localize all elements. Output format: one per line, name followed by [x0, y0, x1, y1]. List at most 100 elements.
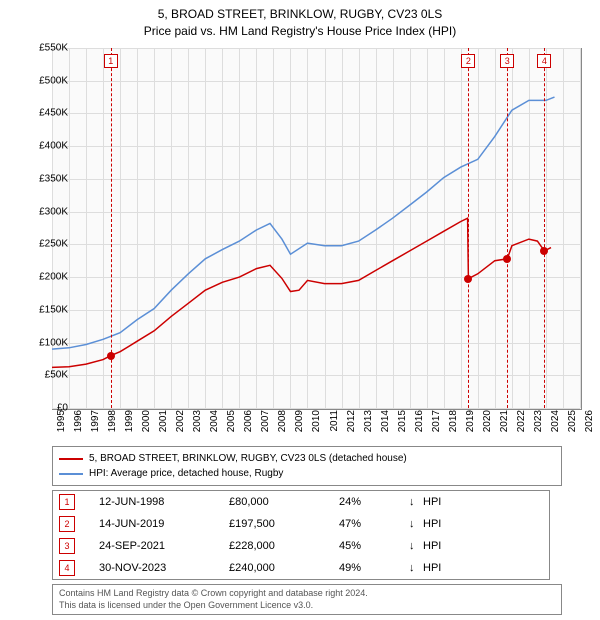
x-axis-label: 2025 — [567, 410, 578, 440]
sale-number-box: 4 — [59, 560, 75, 576]
x-axis-label: 2007 — [260, 410, 271, 440]
legend-swatch — [59, 473, 83, 475]
sale-price: £80,000 — [229, 496, 339, 508]
sale-pct: 49% — [339, 562, 409, 574]
sale-date: 24-SEP-2021 — [99, 540, 229, 552]
x-axis-label: 2020 — [482, 410, 493, 440]
footer-line-2: This data is licensed under the Open Gov… — [59, 600, 555, 612]
sale-dot — [503, 255, 511, 263]
y-axis-label: £550K — [20, 43, 68, 54]
x-axis-label: 2024 — [550, 410, 561, 440]
sale-hpi-tag: HPI — [423, 496, 543, 508]
gridline-horizontal — [52, 408, 580, 409]
sale-number-box: 1 — [59, 494, 75, 510]
sale-pct: 45% — [339, 540, 409, 552]
x-axis-label: 2013 — [363, 410, 374, 440]
sale-dot — [540, 247, 548, 255]
x-axis-label: 2014 — [380, 410, 391, 440]
x-axis-label: 2003 — [192, 410, 203, 440]
x-axis-label: 2022 — [516, 410, 527, 440]
legend-swatch — [59, 458, 83, 460]
sales-table-row: 2 14-JUN-2019£197,50047%↓HPI — [53, 513, 549, 535]
y-axis-label: £100K — [20, 337, 68, 348]
sale-number-box: 2 — [59, 516, 75, 532]
legend-label: HPI: Average price, detached house, Rugb… — [89, 466, 283, 481]
sale-date: 14-JUN-2019 — [99, 518, 229, 530]
x-axis-label: 2023 — [533, 410, 544, 440]
down-arrow-icon: ↓ — [409, 540, 423, 552]
x-axis-label: 2002 — [175, 410, 186, 440]
sale-hpi-tag: HPI — [423, 540, 543, 552]
x-axis-label: 1995 — [56, 410, 67, 440]
legend-item: 5, BROAD STREET, BRINKLOW, RUGBY, CV23 0… — [59, 451, 555, 466]
footer-attribution: Contains HM Land Registry data © Crown c… — [52, 584, 562, 615]
chart-container: 5, BROAD STREET, BRINKLOW, RUGBY, CV23 0… — [0, 0, 600, 620]
y-axis-label: £400K — [20, 141, 68, 152]
sale-date: 30-NOV-2023 — [99, 562, 229, 574]
x-axis-label: 2006 — [243, 410, 254, 440]
y-axis-label: £50K — [20, 370, 68, 381]
sale-marker-line — [507, 48, 508, 408]
sales-table-row: 430-NOV-2023£240,00049%↓HPI — [53, 557, 549, 579]
sales-table-row: 1 12-JUN-1998£80,00024%↓HPI — [53, 491, 549, 513]
sales-table-row: 3 24-SEP-2021£228,00045%↓HPI — [53, 535, 549, 557]
y-axis-label: £150K — [20, 304, 68, 315]
x-axis-label: 2000 — [141, 410, 152, 440]
sale-number-box: 3 — [59, 538, 75, 554]
legend-item: HPI: Average price, detached house, Rugb… — [59, 466, 555, 481]
y-axis-label: £500K — [20, 75, 68, 86]
footer-line-1: Contains HM Land Registry data © Crown c… — [59, 588, 555, 600]
x-axis-label: 2009 — [294, 410, 305, 440]
x-axis-label: 2015 — [397, 410, 408, 440]
y-axis-label: £300K — [20, 206, 68, 217]
down-arrow-icon: ↓ — [409, 518, 423, 530]
sale-marker-number: 2 — [461, 54, 475, 68]
x-axis-label: 2021 — [499, 410, 510, 440]
x-axis-label: 2004 — [209, 410, 220, 440]
sale-dot — [107, 352, 115, 360]
y-axis-label: £350K — [20, 173, 68, 184]
sale-price: £228,000 — [229, 540, 339, 552]
sale-pct: 24% — [339, 496, 409, 508]
x-axis-label: 1999 — [124, 410, 135, 440]
x-axis-label: 2019 — [465, 410, 476, 440]
chart-title-block: 5, BROAD STREET, BRINKLOW, RUGBY, CV23 0… — [0, 0, 600, 40]
sale-marker-line — [468, 48, 469, 408]
sale-hpi-tag: HPI — [423, 518, 543, 530]
sale-marker-line — [544, 48, 545, 408]
sale-marker-number: 3 — [500, 54, 514, 68]
x-axis-label: 2018 — [448, 410, 459, 440]
sale-marker-number: 4 — [537, 54, 551, 68]
title-line-2: Price paid vs. HM Land Registry's House … — [0, 23, 600, 40]
x-axis-label: 2026 — [584, 410, 595, 440]
x-axis-label: 1996 — [73, 410, 84, 440]
series-price_paid — [52, 218, 551, 367]
x-axis-label: 1997 — [90, 410, 101, 440]
down-arrow-icon: ↓ — [409, 562, 423, 574]
legend-label: 5, BROAD STREET, BRINKLOW, RUGBY, CV23 0… — [89, 451, 407, 466]
x-axis-label: 2016 — [414, 410, 425, 440]
sale-price: £197,500 — [229, 518, 339, 530]
x-axis-label: 2017 — [431, 410, 442, 440]
x-axis-label: 2010 — [311, 410, 322, 440]
x-axis-label: 2012 — [346, 410, 357, 440]
y-axis-label: £450K — [20, 108, 68, 119]
series-hpi — [52, 97, 555, 349]
gridline-vertical — [580, 48, 581, 408]
sale-pct: 47% — [339, 518, 409, 530]
x-axis-label: 2001 — [158, 410, 169, 440]
y-axis-label: £250K — [20, 239, 68, 250]
sales-table: 112-JUN-1998£80,00024%↓HPI214-JUN-2019£1… — [52, 490, 550, 580]
sale-date: 12-JUN-1998 — [99, 496, 229, 508]
chart-plot-area: 1 2 3 4 — [52, 48, 580, 408]
sale-hpi-tag: HPI — [423, 562, 543, 574]
line-chart-svg — [52, 48, 580, 408]
x-axis-label: 2008 — [277, 410, 288, 440]
sale-dot — [464, 275, 472, 283]
x-axis-label: 1998 — [107, 410, 118, 440]
sale-marker-number: 1 — [104, 54, 118, 68]
down-arrow-icon: ↓ — [409, 496, 423, 508]
legend: 5, BROAD STREET, BRINKLOW, RUGBY, CV23 0… — [52, 446, 562, 486]
title-line-1: 5, BROAD STREET, BRINKLOW, RUGBY, CV23 0… — [0, 6, 600, 23]
x-axis-label: 2011 — [329, 410, 340, 440]
